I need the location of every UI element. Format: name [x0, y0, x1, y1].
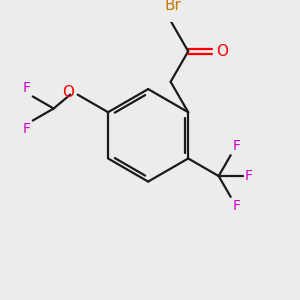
Text: F: F — [23, 81, 31, 94]
Text: F: F — [23, 122, 31, 136]
Text: O: O — [62, 85, 74, 100]
Text: Br: Br — [164, 0, 181, 14]
Text: F: F — [232, 140, 241, 153]
Text: F: F — [232, 199, 241, 213]
Text: O: O — [216, 44, 228, 59]
Text: F: F — [244, 169, 253, 183]
